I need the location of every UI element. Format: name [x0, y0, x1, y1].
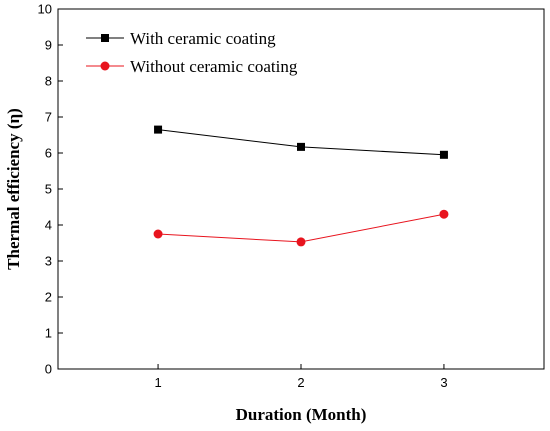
- x-axis-label: Duration (Month): [236, 405, 367, 424]
- y-tick-label: 2: [45, 290, 52, 305]
- y-tick-label: 4: [45, 218, 52, 233]
- data-point-0-1: [297, 142, 305, 151]
- y-tick-label: 0: [45, 362, 52, 377]
- y-tick-label: 5: [45, 182, 52, 197]
- legend-marker-0: [101, 34, 109, 42]
- x-tick-label: 3: [440, 375, 447, 390]
- y-tick-label: 8: [45, 74, 52, 89]
- y-tick-label: 7: [45, 110, 52, 125]
- data-point-1-2: [439, 209, 449, 219]
- data-point-0-0: [154, 125, 163, 134]
- y-axis: 0 1 2 3 4 5 6 7 8 9 10: [38, 2, 63, 377]
- x-axis: 1 2 3: [154, 364, 448, 390]
- legend-label-0: With ceramic coating: [130, 29, 276, 48]
- series-line-0: [157, 129, 444, 156]
- y-tick-label: 9: [45, 38, 52, 53]
- data-point-0-2: [439, 150, 448, 159]
- legend-marker-1: [100, 61, 110, 71]
- y-tick-label: 10: [38, 2, 52, 17]
- y-tick-label: 3: [45, 254, 52, 269]
- y-axis-label: Thermal efficiency (η): [4, 108, 23, 270]
- legend: With ceramic coating Without ceramic coa…: [86, 29, 298, 76]
- data-point-1-1: [296, 237, 306, 247]
- data-point-1-0: [153, 229, 163, 239]
- x-tick-label: 2: [297, 375, 304, 390]
- legend-label-1: Without ceramic coating: [130, 57, 298, 76]
- x-tick-label: 1: [154, 375, 161, 390]
- series-layer: [153, 125, 449, 247]
- y-tick-label: 6: [45, 146, 52, 161]
- y-tick-label: 1: [45, 326, 52, 341]
